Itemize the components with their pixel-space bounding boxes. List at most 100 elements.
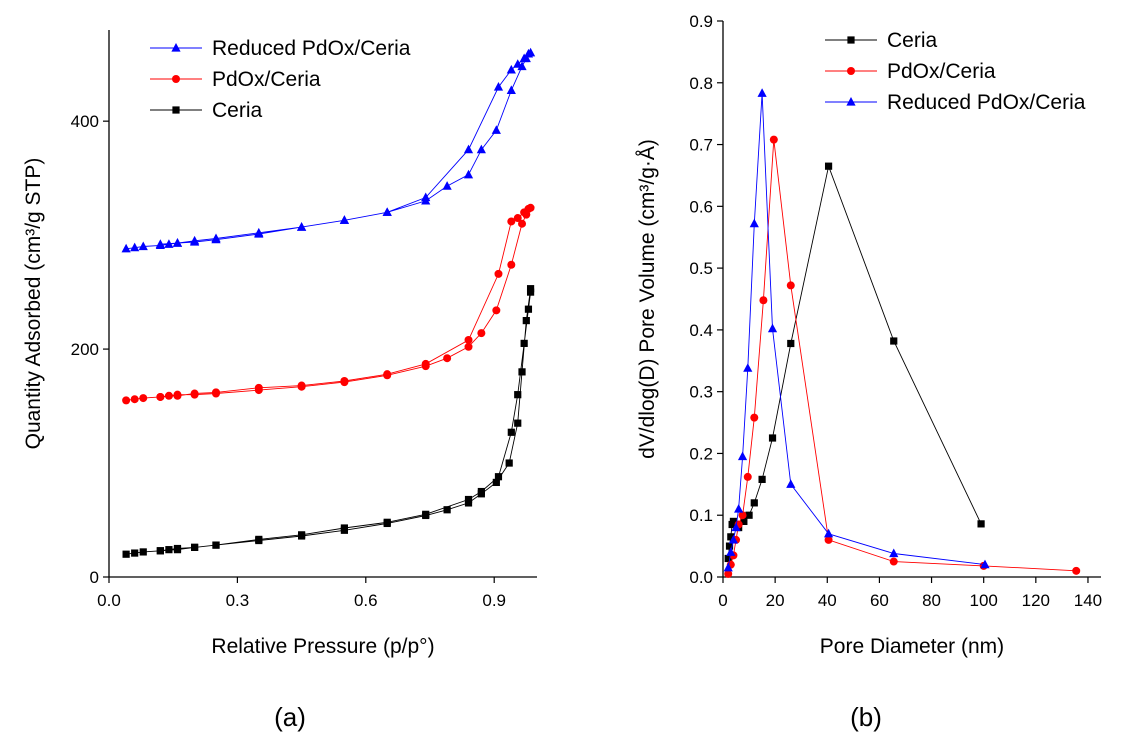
- chart-b-point-pdox-ceria: [750, 413, 759, 422]
- chart-a-line-pdox-ceria: [126, 206, 532, 401]
- chart-a-point-reduced-pdox-ceria: [513, 59, 523, 68]
- chart-b-point-reduced-pdox-ceria: [734, 504, 744, 513]
- chart-b-x-tick-label: 100: [970, 591, 998, 610]
- chart-a-point-ceria: [255, 535, 263, 543]
- chart-b-point-ceria: [768, 434, 777, 442]
- chart-a-x-tick-label: 0.0: [97, 591, 121, 610]
- chart-b-y-tick-label: 0.2: [689, 444, 713, 463]
- chart-a-point-reduced-pdox-ceria: [339, 215, 349, 224]
- chart-a-point-reduced-pdox-ceria: [190, 235, 200, 245]
- chart-a-point-ceria: [464, 495, 473, 504]
- chart-a-point-ceria: [518, 368, 526, 376]
- chart-b-point-ceria: [890, 337, 898, 345]
- chart-a-point-reduced-pdox-ceria: [172, 238, 183, 247]
- chart-a-legend-marker-pdox-ceria: [172, 75, 180, 83]
- chart-a-point-ceria: [520, 339, 528, 347]
- chart-b-point-reduced-pdox-ceria: [723, 562, 733, 572]
- chart-b-legend-marker-reduced-pdox-ceria: [846, 97, 856, 106]
- chart-a-y-tick-label: 400: [71, 112, 99, 131]
- chart-b-y-tick-label: 0.9: [689, 12, 713, 31]
- chart-a-point-pdox-ceria: [164, 391, 173, 400]
- chart-b-point-reduced-pdox-ceria: [757, 88, 767, 97]
- chart-b-y-tick-label: 0.0: [689, 568, 713, 587]
- chart-a-point-ceria: [139, 548, 147, 556]
- chart-a-point-reduced-pdox-ceria: [211, 233, 221, 243]
- chart-b-point-reduced-pdox-ceria: [726, 547, 736, 556]
- chart-b-point-ceria: [740, 517, 748, 525]
- chart-a-point-pdox-ceria: [443, 354, 452, 363]
- panel-a-label: (a): [274, 702, 306, 732]
- chart-a-point-ceria: [522, 316, 530, 325]
- chart-a-point-reduced-pdox-ceria: [254, 227, 264, 237]
- chart-b-x-tick-label: 20: [766, 591, 785, 610]
- chart-a-series-ceria: [122, 285, 535, 558]
- chart-b-y-tick-label: 0.6: [689, 197, 713, 216]
- chart-a-point-pdox-ceria: [513, 214, 522, 223]
- chart-a-series-pdox-ceria: [122, 203, 535, 405]
- chart-b-legend-label-reduced-pdox-ceria: Reduced PdOx/Ceria: [887, 91, 1086, 114]
- chart-b-point-pdox-ceria: [759, 296, 768, 305]
- chart-a-point-reduced-pdox-ceria: [493, 81, 504, 91]
- chart-a-series-reduced-pdox-ceria: [121, 47, 536, 253]
- chart-a-point-reduced-pdox-ceria: [506, 85, 516, 94]
- chart-a-point-pdox-ceria: [507, 217, 516, 226]
- chart-a-point-reduced-pdox-ceria: [121, 243, 131, 253]
- chart-a-point-pdox-ceria: [421, 359, 430, 368]
- chart-b-point-reduced-pdox-ceria: [749, 218, 759, 228]
- chart-b-point-reduced-pdox-ceria: [767, 323, 778, 333]
- chart-a-point-pdox-ceria: [383, 370, 392, 379]
- chart-a-point-pdox-ceria: [254, 383, 263, 392]
- chart-a-legend-label-reduced-pdox-ceria: Reduced PdOx/Ceria: [212, 37, 411, 60]
- chart-b-point-pdox-ceria: [743, 472, 752, 481]
- chart-b-legend-marker-pdox-ceria: [847, 67, 855, 75]
- chart-a-point-reduced-pdox-ceria: [519, 53, 529, 63]
- chart-a-legend-label-pdox-ceria: PdOx/Ceria: [212, 68, 321, 91]
- chart-b-y-tick-label: 0.8: [689, 74, 713, 93]
- chart-b-series-reduced-pdox-ceria: [723, 88, 990, 572]
- chart-b-point-pdox-ceria: [769, 135, 778, 144]
- chart-a-point-reduced-pdox-ceria: [138, 241, 148, 251]
- chart-b-y-tick-label: 0.1: [689, 506, 713, 525]
- chart-b-point-reduced-pdox-ceria: [728, 534, 739, 544]
- chart-b-point-ceria: [727, 533, 735, 541]
- chart-a-point-pdox-ceria: [122, 396, 131, 405]
- chart-b-legend-marker-ceria: [847, 36, 855, 44]
- chart-a-legend-marker-ceria: [172, 106, 180, 114]
- chart-a-point-ceria: [477, 487, 485, 496]
- chart-a-point-ceria: [156, 547, 164, 555]
- chart-b-point-ceria: [725, 542, 734, 550]
- chart-a-x-tick-label: 0.6: [354, 591, 378, 610]
- chart-a-point-reduced-pdox-ceria: [517, 61, 527, 71]
- chart-a-point-pdox-ceria: [518, 219, 527, 228]
- chart-a-point-reduced-pdox-ceria: [130, 242, 140, 252]
- chart-a-point-pdox-ceria: [212, 388, 220, 397]
- chart-b-line-ceria: [727, 164, 982, 559]
- chart-a-point-ceria: [131, 549, 139, 557]
- chart-b-point-reduced-pdox-ceria: [786, 479, 796, 488]
- chart-b-point-pdox-ceria: [786, 281, 795, 290]
- chart-a-legend-marker-reduced-pdox-ceria: [171, 43, 181, 52]
- chart-b-y-tick-label: 0.7: [689, 136, 713, 155]
- chart-b-x-tick-label: 120: [1022, 591, 1050, 610]
- chart-a-legend-label-ceria: Ceria: [212, 99, 263, 122]
- chart-a-point-ceria: [514, 419, 522, 427]
- chart-b-point-reduced-pdox-ceria: [889, 548, 899, 558]
- chart-a-point-ceria: [507, 428, 515, 436]
- chart-b-series-ceria: [724, 162, 985, 563]
- chart-a-point-ceria: [514, 391, 522, 399]
- chart-b-y-tick-label: 0.4: [689, 321, 713, 340]
- chart-b-x-tick-label: 0: [718, 591, 727, 610]
- chart-a-point-reduced-pdox-ceria: [421, 192, 431, 202]
- chart-a-point-reduced-pdox-ceria: [476, 144, 486, 154]
- chart-b-point-ceria: [824, 162, 833, 170]
- chart-a-point-ceria: [340, 524, 348, 532]
- chart-a-point-pdox-ceria: [190, 389, 199, 398]
- chart-b-point-reduced-pdox-ceria: [980, 559, 990, 569]
- chart-a-point-reduced-pdox-ceria: [297, 222, 307, 231]
- chart-a-point-ceria: [122, 550, 130, 558]
- chart-a-x-tick-label: 0.3: [226, 591, 250, 610]
- chart-a-y-axis-label: Quantity Adsorbed (cm³/g STP): [22, 158, 45, 450]
- chart-a-point-pdox-ceria: [139, 394, 148, 403]
- chart-a-point-reduced-pdox-ceria: [164, 239, 174, 248]
- chart-a-point-pdox-ceria: [464, 335, 473, 344]
